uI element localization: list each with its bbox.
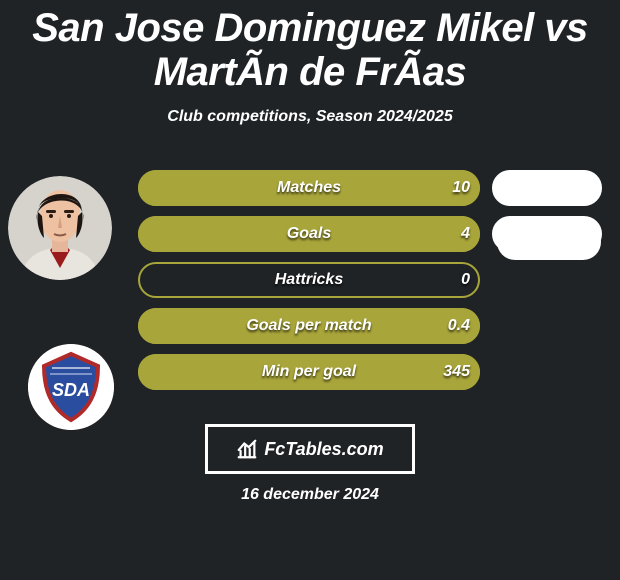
stat-pill-outline xyxy=(138,262,480,298)
stat-pill-right xyxy=(492,170,602,206)
page-title: San Jose Dominguez Mikel vs MartÃ­n de F… xyxy=(0,0,620,94)
stat-row: Min per goal345 xyxy=(138,354,608,390)
stat-pill-fill xyxy=(138,170,480,206)
comparison-card: San Jose Dominguez Mikel vs MartÃ­n de F… xyxy=(0,0,620,580)
player1-photo xyxy=(8,176,112,280)
stat-pill-fill xyxy=(138,216,480,252)
player1-photo-svg xyxy=(8,176,112,280)
stat-row: Matches10 xyxy=(138,170,608,206)
stat-pill-fill xyxy=(138,308,480,344)
generated-date: 16 december 2024 xyxy=(0,486,620,504)
watermark-badge: FcTables.com xyxy=(205,424,415,474)
chart-icon xyxy=(236,438,258,460)
stat-pill-fill xyxy=(138,354,480,390)
player1-club-badge-svg: SDA xyxy=(28,344,114,430)
stats-block: Matches10 Goals4 Hattricks0 Goals per match… xyxy=(138,170,608,400)
stat-row: Goals per match0.4 xyxy=(138,308,608,344)
club-badge-initials: SDA xyxy=(52,380,90,400)
stat-row: Goals4 xyxy=(138,216,608,252)
player1-club-badge: SDA xyxy=(28,344,114,430)
subtitle: Club competitions, Season 2024/2025 xyxy=(0,108,620,126)
stat-pill-right xyxy=(492,216,602,252)
watermark-text: FcTables.com xyxy=(264,439,383,460)
stat-row: Hattricks0 xyxy=(138,262,608,298)
